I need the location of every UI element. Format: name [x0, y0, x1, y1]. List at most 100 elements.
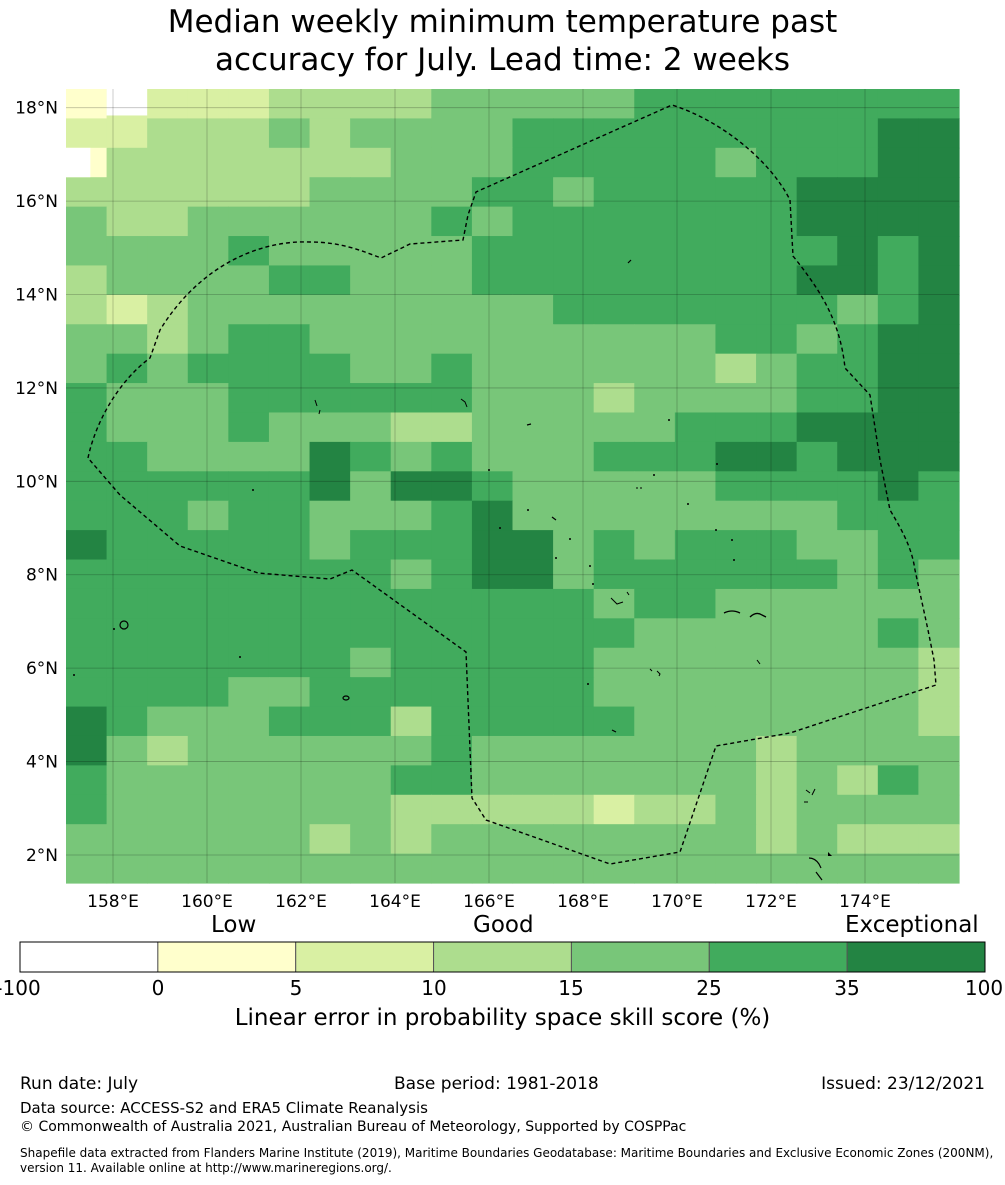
- grid-cell: [593, 559, 635, 590]
- grid-cell: [674, 265, 717, 296]
- grid-cell: [674, 412, 717, 443]
- grid-cell: [187, 441, 229, 472]
- grid-cell: [674, 530, 717, 561]
- grid-cell: [837, 89, 879, 120]
- grid-cell: [187, 559, 229, 590]
- grid-cell: [715, 353, 757, 384]
- grid-cell: [877, 735, 920, 766]
- grid-cell: [309, 294, 351, 325]
- grid-cell: [674, 559, 717, 590]
- grid-cell: [634, 236, 676, 267]
- grid-cell: [268, 236, 311, 267]
- grid-cell: [593, 177, 635, 208]
- grid-cell: [837, 324, 879, 355]
- grid-cell: [877, 794, 920, 825]
- grid-cell: [431, 559, 473, 590]
- grid-cell: [228, 177, 270, 208]
- grid-cell: [674, 677, 717, 708]
- latitude-tick-label: 12°N: [15, 379, 58, 399]
- grid-cell: [147, 147, 189, 178]
- grid-cell: [877, 853, 920, 884]
- grid-cell: [390, 353, 432, 384]
- grid-cell: [918, 236, 960, 267]
- grid-cell: [756, 735, 798, 766]
- colorbar-segment: [570, 941, 710, 973]
- grid-cell: [796, 735, 838, 766]
- grid-cell: [796, 677, 838, 708]
- grid-cell: [187, 265, 229, 296]
- grid-cell: [593, 441, 635, 472]
- grid-cell: [553, 824, 595, 855]
- grid-cell: [593, 294, 635, 325]
- latitude-tick-label: 4°N: [26, 753, 58, 773]
- grid-cell: [715, 294, 757, 325]
- grid-cell: [918, 559, 960, 590]
- latitude-tick-label: 6°N: [26, 659, 58, 679]
- grid-cell: [512, 412, 554, 443]
- grid-cell: [431, 383, 473, 414]
- grid-cell: [715, 177, 757, 208]
- grid-cell: [431, 853, 473, 884]
- longitude-tick-label: 174°E: [839, 892, 891, 912]
- grid-cell: [268, 324, 311, 355]
- grid-cell: [634, 89, 676, 120]
- grid-cell: [350, 765, 392, 796]
- grid-cell: [187, 236, 229, 267]
- grid-cell: [147, 735, 189, 766]
- grid-cell: [187, 500, 229, 531]
- grid-cell: [593, 89, 635, 120]
- grid-cell: [877, 647, 920, 678]
- grid-cell: [309, 89, 351, 120]
- grid-cell: [512, 706, 554, 737]
- grid-cell: [837, 294, 879, 325]
- grid-cell: [471, 265, 514, 296]
- grid-cell: [837, 353, 879, 384]
- grid-cell: [147, 824, 189, 855]
- grid-cell: [390, 588, 432, 619]
- grid-cell: [918, 794, 960, 825]
- grid-cell: [431, 735, 473, 766]
- grid-cell: [512, 647, 554, 678]
- grid-cell: [593, 147, 635, 178]
- grid-cell: [512, 265, 554, 296]
- grid-cell: [228, 383, 270, 414]
- grid-cell: [837, 206, 879, 237]
- grid-cell: [431, 618, 473, 649]
- grid-cell: [837, 706, 879, 737]
- grid-cell: [228, 530, 270, 561]
- eez-boundary: [87, 104, 937, 865]
- grid-cell: [553, 353, 595, 384]
- grid-cell: [674, 618, 717, 649]
- grid-cell: [837, 559, 879, 590]
- grid-cell: [715, 206, 757, 237]
- grid-cell: [918, 647, 960, 678]
- grid-cell: [634, 353, 676, 384]
- grid-cell: [837, 618, 879, 649]
- grid-cell: [674, 824, 717, 855]
- grid-cell: [796, 236, 838, 267]
- grid-cell: [593, 265, 635, 296]
- grid-cell: [674, 794, 717, 825]
- grid-cell: [390, 559, 432, 590]
- grid-cell: [268, 89, 311, 120]
- grid-cell: [390, 530, 432, 561]
- grid-cell: [268, 353, 311, 384]
- grid-cell: [918, 89, 960, 120]
- grid-cell: [796, 118, 838, 149]
- grid-cell: [431, 177, 473, 208]
- grid-cell: [796, 706, 838, 737]
- grid-cell: [147, 441, 189, 472]
- base-period: Base period: 1981-2018: [394, 1074, 599, 1094]
- grid-cell: [877, 265, 920, 296]
- grid-cell: [350, 735, 392, 766]
- grid-cell: [796, 177, 838, 208]
- grid-cell: [837, 765, 879, 796]
- grid-cell: [918, 294, 960, 325]
- grid-cell: [431, 677, 473, 708]
- grid-cell: [187, 588, 229, 619]
- grid-cell: [756, 706, 798, 737]
- grid-cell: [553, 118, 595, 149]
- grid-cell: [431, 147, 473, 178]
- grid-cell: [228, 647, 270, 678]
